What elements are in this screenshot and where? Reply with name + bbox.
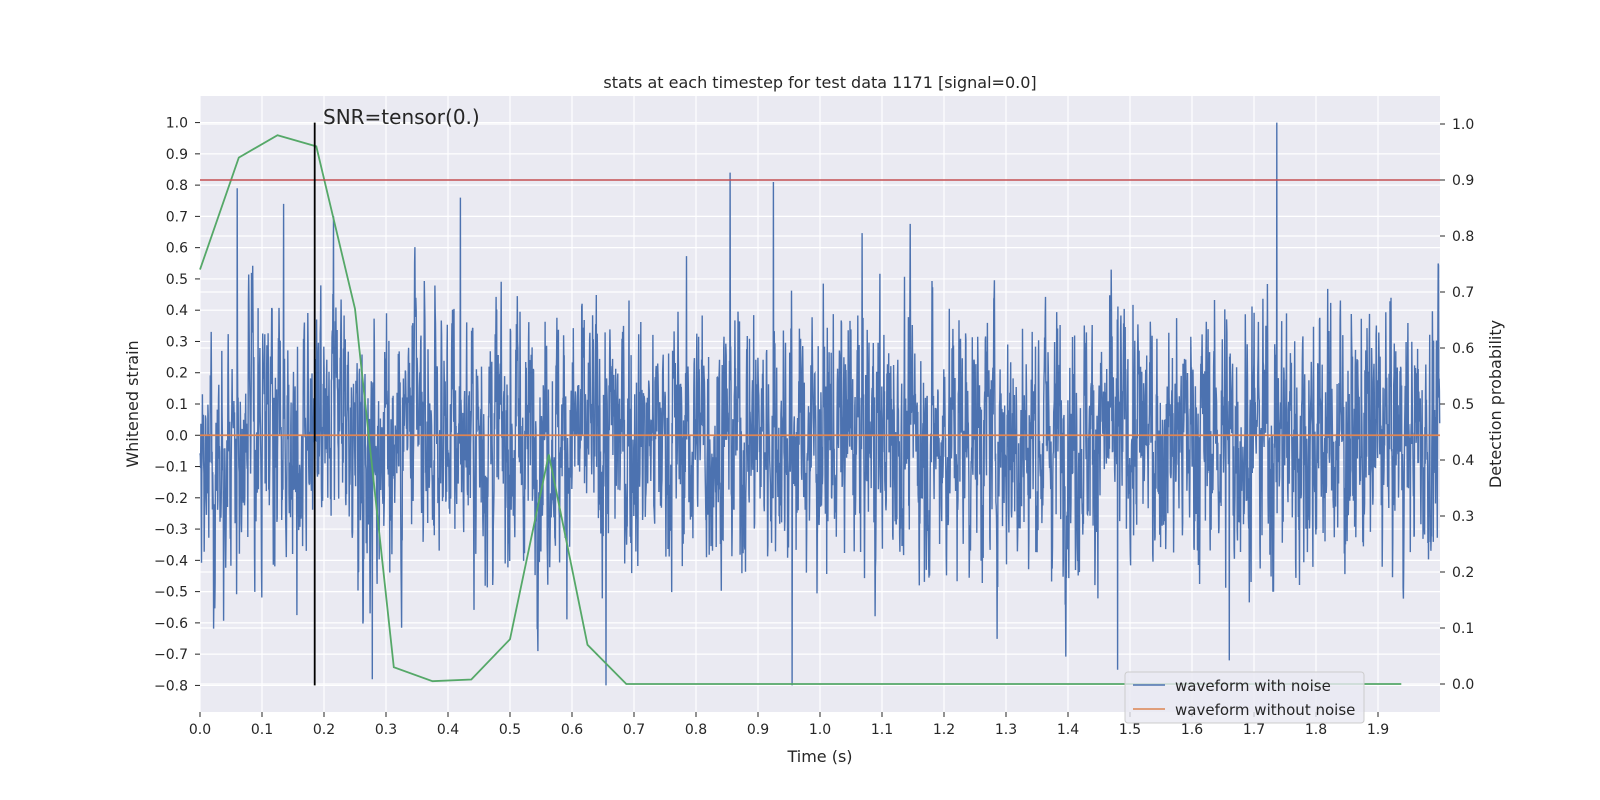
x-tick-label: 1.5	[1119, 722, 1141, 738]
y-tick-label: 0.8	[166, 178, 188, 194]
noise-waveform-line	[199, 122, 1441, 686]
y-tick-label: −0.5	[154, 585, 188, 601]
y2-tick-label: 0.6	[1452, 341, 1474, 357]
y-tick-label: −0.4	[154, 553, 188, 569]
x-tick-label: 1.4	[1057, 722, 1079, 738]
y2-tick-label: 0.1	[1452, 621, 1474, 637]
y2-axis-label: Detection probability	[1486, 320, 1505, 488]
y-tick-label: −0.6	[154, 616, 188, 632]
x-tick-label: 1.1	[871, 722, 893, 738]
y-tick-label: 0.4	[166, 303, 188, 319]
legend-label-noise: waveform with noise	[1175, 677, 1331, 695]
y-tick-label: 0.1	[166, 397, 188, 413]
y2-tick-label: 0.7	[1452, 285, 1474, 301]
y-tick-label: 0.3	[166, 334, 188, 350]
series-waveform-with-noise	[199, 122, 1441, 686]
x-tick-label: 0.3	[375, 722, 397, 738]
y-tick-label: 0.6	[166, 241, 188, 257]
y-tick-label: 0.0	[166, 428, 188, 444]
x-tick-label: 0.4	[437, 722, 459, 738]
x-tick-label: 1.6	[1181, 722, 1203, 738]
y-tick-label: −0.2	[154, 491, 188, 507]
x-tick-label: 0.0	[189, 722, 211, 738]
y-tick-label: 0.2	[166, 366, 188, 382]
y2-tick-label: 0.8	[1452, 229, 1474, 245]
y2-tick-label: 0.5	[1452, 397, 1474, 413]
snr-annotation-text: SNR=tensor(0.)	[323, 105, 480, 129]
x-tick-label: 0.8	[685, 722, 707, 738]
legend-box	[1124, 671, 1365, 724]
x-tick-label: 1.3	[995, 722, 1017, 738]
legend-label-clean: waveform without noise	[1175, 701, 1355, 719]
x-tick-label: 1.9	[1367, 722, 1389, 738]
x-tick-label: 1.8	[1305, 722, 1327, 738]
x-tick-label: 0.6	[561, 722, 583, 738]
x-tick-label: 1.2	[933, 722, 955, 738]
legend: waveform with noise waveform without noi…	[1124, 671, 1365, 724]
y-tick-label: −0.7	[154, 647, 188, 663]
x-tick-label: 0.1	[251, 722, 273, 738]
y-tick-label: 0.7	[166, 209, 188, 225]
y2-tick-label: 0.9	[1452, 173, 1474, 189]
chart-title: stats at each timestep for test data 117…	[603, 73, 1036, 92]
y-tick-label: 0.9	[166, 147, 188, 163]
y-tick-label: 1.0	[166, 116, 188, 132]
x-axis-label: Time (s)	[786, 747, 852, 766]
y2-tick-label: 1.0	[1452, 117, 1474, 133]
y2-tick-label: 0.3	[1452, 509, 1474, 525]
y2-axis-ticks: 1.0 0.9 0.8 0.7 0.6 0.5 0.4 0.3 0.2 0.1 0.0	[1440, 117, 1474, 693]
x-tick-label: 0.9	[747, 722, 769, 738]
x-tick-label: 0.5	[499, 722, 521, 738]
y2-tick-label: 0.2	[1452, 565, 1474, 581]
y-tick-label: 0.5	[166, 272, 188, 288]
y2-tick-label: 0.0	[1452, 677, 1474, 693]
x-tick-label: 1.7	[1243, 722, 1265, 738]
y-axis-ticks: 1.0 0.9 0.8 0.7 0.6 0.5 0.4 0.3 0.2 0.1 0.0 −0.1 −0.…	[154, 116, 200, 694]
y2-tick-label: 0.4	[1452, 453, 1474, 469]
x-tick-label: 0.7	[623, 722, 645, 738]
y-tick-label: −0.1	[154, 460, 188, 476]
y-tick-label: −0.3	[154, 522, 188, 538]
x-axis-ticks: 0.0 0.1 0.2 0.3 0.4 0.5 0.6 0.7 0.8 0.9 1.0 1.1 1.2 1…	[189, 712, 1389, 738]
y-tick-label: −0.8	[154, 678, 188, 694]
x-tick-label: 0.2	[313, 722, 335, 738]
x-tick-label: 1.0	[809, 722, 831, 738]
y-axis-label: Whitened strain	[123, 340, 142, 467]
